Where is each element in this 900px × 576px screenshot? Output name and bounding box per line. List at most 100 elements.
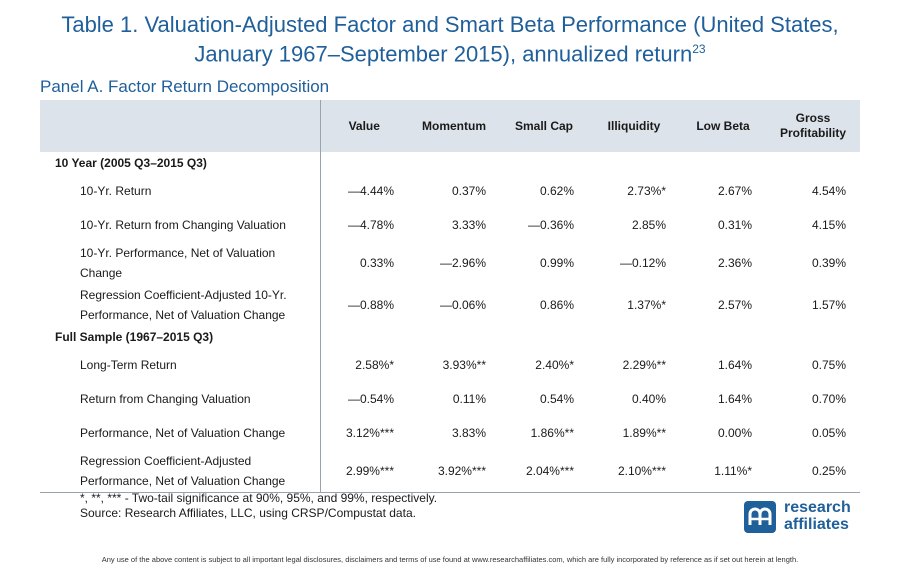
- panel-title: Panel A. Factor Return Decomposition: [40, 77, 330, 96]
- col-header: Value: [320, 100, 408, 152]
- logo-line-1: research: [784, 499, 851, 516]
- value-cell: 0.05%: [811, 426, 846, 440]
- significance-note: *, **, *** - Two-tail significance at 90…: [80, 491, 438, 505]
- section-heading-row: 10 Year (2005 Q3–2015 Q3): [40, 152, 860, 174]
- source-note: Source: Research Affiliates, LLC, using …: [80, 506, 416, 520]
- value-cell: 2.73%*: [627, 184, 666, 198]
- value-cell: 2.36%: [717, 256, 752, 270]
- section-heading: Full Sample (1967–2015 Q3): [40, 326, 321, 348]
- value-cell: —2.96%: [439, 256, 486, 270]
- col-header: Low Beta: [680, 100, 766, 152]
- factor-table: Value Momentum Small Cap Illiquidity Low…: [40, 100, 860, 493]
- value-cell: 3.93%**: [442, 358, 486, 372]
- value-cell: 0.75%: [811, 358, 846, 372]
- title-line-2: January 1967–September 2015), annualized…: [0, 37, 900, 66]
- research-affiliates-logo: research affiliates: [744, 499, 894, 535]
- value-cell: 3.92%***: [408, 450, 500, 493]
- col-header: Illiquidity: [588, 100, 680, 152]
- title-line-2-text: January 1967–September 2015), annualized…: [194, 41, 693, 67]
- table-notes: *, **, *** - Two-tail significance at 90…: [80, 491, 437, 521]
- value-cell: —4.44%: [347, 184, 394, 198]
- value-cell: 2.04%***: [500, 450, 588, 493]
- value-cell: 0.70%: [811, 392, 846, 406]
- value-cell: 1.37%*: [627, 298, 666, 312]
- value-cell: 0.40%: [631, 392, 666, 406]
- value-cell: 0.25%: [766, 450, 860, 493]
- value-cell: —0.06%: [439, 298, 486, 312]
- value-cell: 0.39%: [811, 256, 846, 270]
- value-cell: 0.37%: [451, 184, 486, 198]
- value-cell: 1.64%: [717, 358, 752, 372]
- value-cell: 0.62%: [539, 184, 574, 198]
- value-cell: 3.12%***: [345, 426, 394, 440]
- col-header: Small Cap: [500, 100, 588, 152]
- table-row: Long-Term Return 2.58%* 3.93%** 2.40%* 2.29%…: [40, 348, 860, 382]
- col-header: Gross Profitability: [766, 100, 860, 152]
- section-heading: 10 Year (2005 Q3–2015 Q3): [40, 152, 321, 174]
- header-row: Value Momentum Small Cap Illiquidity Low…: [40, 100, 860, 152]
- logo-line-2: affiliates: [784, 516, 849, 533]
- value-cell: 4.54%: [811, 184, 846, 198]
- value-cell: —0.12%: [619, 256, 666, 270]
- empty-cell: [588, 326, 680, 348]
- value-cell: 2.57%: [717, 298, 752, 312]
- logo-mark-icon: [744, 501, 776, 533]
- row-label: 10-Yr. Return: [40, 174, 321, 208]
- row-label: Long-Term Return: [40, 348, 321, 382]
- value-cell: 1.86%**: [530, 426, 574, 440]
- empty-cell: [320, 152, 408, 174]
- table-title: Table 1. Valuation-Adjusted Factor and S…: [0, 12, 900, 66]
- value-cell: 0.99%: [539, 256, 574, 270]
- table-row: Regression Coefficient-Adjusted 10-Yr. P…: [40, 284, 860, 326]
- row-label: Performance, Net of Valuation Change: [40, 416, 321, 450]
- value-cell: 2.85%: [631, 218, 666, 232]
- table-row: Performance, Net of Valuation Change 3.12…: [40, 416, 860, 450]
- row-label: 10-Yr. Return from Changing Valuation: [40, 208, 321, 242]
- value-cell: 0.33%: [359, 256, 394, 270]
- value-cell: 2.99%***: [320, 450, 408, 493]
- value-cell: 1.64%: [717, 392, 752, 406]
- header-blank: [40, 100, 321, 152]
- value-cell: 2.58%*: [355, 358, 394, 372]
- row-label: Regression Coefficient-Adjusted 10-Yr. P…: [40, 284, 321, 326]
- value-cell: —4.78%: [347, 218, 394, 232]
- value-cell: 3.33%: [451, 218, 486, 232]
- empty-cell: [766, 326, 860, 348]
- logo-mark-glyph: [748, 507, 772, 525]
- empty-cell: [408, 152, 500, 174]
- legal-disclaimer: Any use of the above content is subject …: [101, 555, 799, 564]
- empty-cell: [680, 326, 766, 348]
- value-cell: 1.11%*: [680, 450, 766, 493]
- value-cell: 3.83%: [451, 426, 486, 440]
- value-cell: —0.88%: [347, 298, 394, 312]
- value-cell: 2.67%: [717, 184, 752, 198]
- row-label: 10-Yr. Performance, Net of Valuation Cha…: [40, 242, 321, 284]
- empty-cell: [588, 152, 680, 174]
- row-label: Regression Coefficient-Adjusted Performa…: [40, 450, 321, 493]
- empty-cell: [408, 326, 500, 348]
- value-cell: 4.15%: [811, 218, 846, 232]
- value-cell: 0.54%: [539, 392, 574, 406]
- value-cell: 1.89%**: [622, 426, 666, 440]
- empty-cell: [766, 152, 860, 174]
- value-cell: —0.54%: [347, 392, 394, 406]
- title-line-1: Table 1. Valuation-Adjusted Factor and S…: [61, 12, 839, 37]
- value-cell: 0.00%: [717, 426, 752, 440]
- empty-cell: [680, 152, 766, 174]
- value-cell: 2.10%***: [588, 450, 680, 493]
- table-row: 10-Yr. Return from Changing Valuation —4.…: [40, 208, 860, 242]
- section-heading-row: Full Sample (1967–2015 Q3): [40, 326, 860, 348]
- col-header: Momentum: [408, 100, 500, 152]
- row-label: Return from Changing Valuation: [40, 382, 321, 416]
- table-row: Return from Changing Valuation —0.54% 0.11…: [40, 382, 860, 416]
- value-cell: 2.29%**: [622, 358, 666, 372]
- value-cell: 0.86%: [539, 298, 574, 312]
- logo-text: research affiliates: [784, 499, 851, 533]
- value-cell: 0.31%: [717, 218, 752, 232]
- table-row: 10-Yr. Return —4.44% 0.37% 0.62% 2.73%* 2.67%…: [40, 174, 860, 208]
- value-cell: 1.57%: [811, 298, 846, 312]
- table-row: Regression Coefficient-Adjusted Performa…: [40, 450, 860, 493]
- value-cell: 0.11%: [452, 392, 486, 406]
- empty-cell: [500, 326, 588, 348]
- empty-cell: [500, 152, 588, 174]
